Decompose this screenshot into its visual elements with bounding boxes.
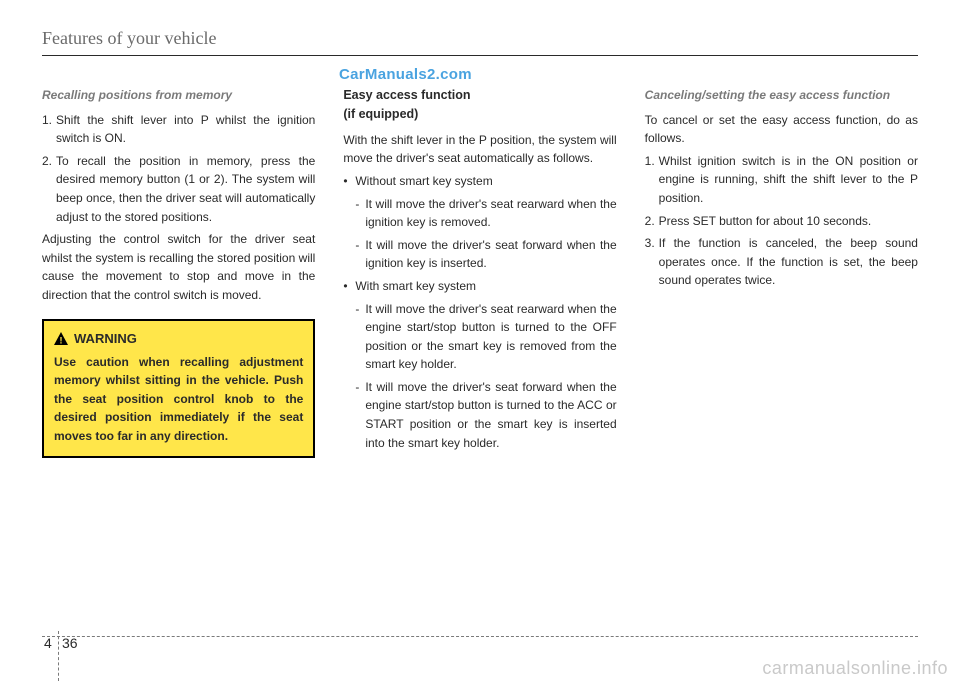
warning-box: ! WARNING Use caution when recalling adj… <box>42 319 315 458</box>
dash-text: It will move the driver's seat forward w… <box>365 236 616 273</box>
col1-item-2: 2. To recall the position in memory, pre… <box>42 152 315 226</box>
footer-page: 36 <box>62 635 78 651</box>
col1-item-1: 1. Shift the shift lever into P whilst t… <box>42 111 315 148</box>
column-1: Recalling positions from memory 1. Shift… <box>42 86 315 458</box>
col2-head: Easy access function (if equipped) <box>343 86 616 125</box>
watermark-bottom: carmanualsonline.info <box>762 658 948 679</box>
col2-b2-dash-1: - It will move the driver's seat rearwar… <box>343 300 616 374</box>
warning-label: WARNING <box>74 329 137 349</box>
list-text: If the function is canceled, the beep so… <box>659 234 918 290</box>
content-columns: Recalling positions from memory 1. Shift… <box>42 86 918 458</box>
watermark-top: CarManuals2.com <box>339 66 472 83</box>
col2-head-line1: Easy access function <box>343 88 470 102</box>
dash-icon: - <box>355 378 365 452</box>
dash-icon: - <box>355 300 365 374</box>
warning-heading: ! WARNING <box>54 329 303 349</box>
list-number: 2. <box>42 152 56 226</box>
list-text: Press SET button for about 10 seconds. <box>659 212 918 231</box>
list-text: Whilst ignition switch is in the ON posi… <box>659 152 918 208</box>
list-number: 1. <box>42 111 56 148</box>
footer-chapter: 4 <box>44 635 52 651</box>
col2-b1-dash-2: - It will move the driver's seat forward… <box>343 236 616 273</box>
warning-text: Use caution when recalling adjustment me… <box>54 353 303 446</box>
col2-head-line2: (if equipped) <box>343 107 418 121</box>
footer-rule <box>42 636 918 637</box>
list-text: To recall the position in memory, press … <box>56 152 315 226</box>
section-title: Features of your vehicle <box>42 28 216 48</box>
col2-intro: With the shift lever in the P position, … <box>343 131 616 168</box>
bullet-icon: • <box>343 172 355 191</box>
dash-text: It will move the driver's seat forward w… <box>365 378 616 452</box>
col3-item-3: 3. If the function is canceled, the beep… <box>645 234 918 290</box>
list-number: 3. <box>645 234 659 290</box>
warning-triangle-icon: ! <box>54 332 68 345</box>
section-header: Features of your vehicle <box>42 28 918 56</box>
col2-bullet-2: • With smart key system <box>343 277 616 296</box>
footer-separator <box>58 631 59 681</box>
col3-intro: To cancel or set the easy access functio… <box>645 111 918 148</box>
col3-subhead: Canceling/setting the easy access functi… <box>645 86 918 105</box>
dash-icon: - <box>355 236 365 273</box>
col2-bullet-1: • Without smart key system <box>343 172 616 191</box>
manual-page: Features of your vehicle CarManuals2.com… <box>0 0 960 689</box>
dash-text: It will move the driver's seat rearward … <box>365 195 616 232</box>
col1-paragraph: Adjusting the control switch for the dri… <box>42 230 315 304</box>
column-3: Canceling/setting the easy access functi… <box>645 86 918 458</box>
col3-item-1: 1. Whilst ignition switch is in the ON p… <box>645 152 918 208</box>
list-number: 1. <box>645 152 659 208</box>
svg-text:!: ! <box>60 335 63 345</box>
col1-subhead: Recalling positions from memory <box>42 86 315 105</box>
dash-text: It will move the driver's seat rearward … <box>365 300 616 374</box>
bullet-text: Without smart key system <box>355 172 616 191</box>
bullet-icon: • <box>343 277 355 296</box>
col2-b2-dash-2: - It will move the driver's seat forward… <box>343 378 616 452</box>
dash-icon: - <box>355 195 365 232</box>
list-number: 2. <box>645 212 659 231</box>
list-text: Shift the shift lever into P whilst the … <box>56 111 315 148</box>
column-2: Easy access function (if equipped) With … <box>343 86 616 458</box>
bullet-text: With smart key system <box>355 277 616 296</box>
col3-item-2: 2. Press SET button for about 10 seconds… <box>645 212 918 231</box>
col2-b1-dash-1: - It will move the driver's seat rearwar… <box>343 195 616 232</box>
